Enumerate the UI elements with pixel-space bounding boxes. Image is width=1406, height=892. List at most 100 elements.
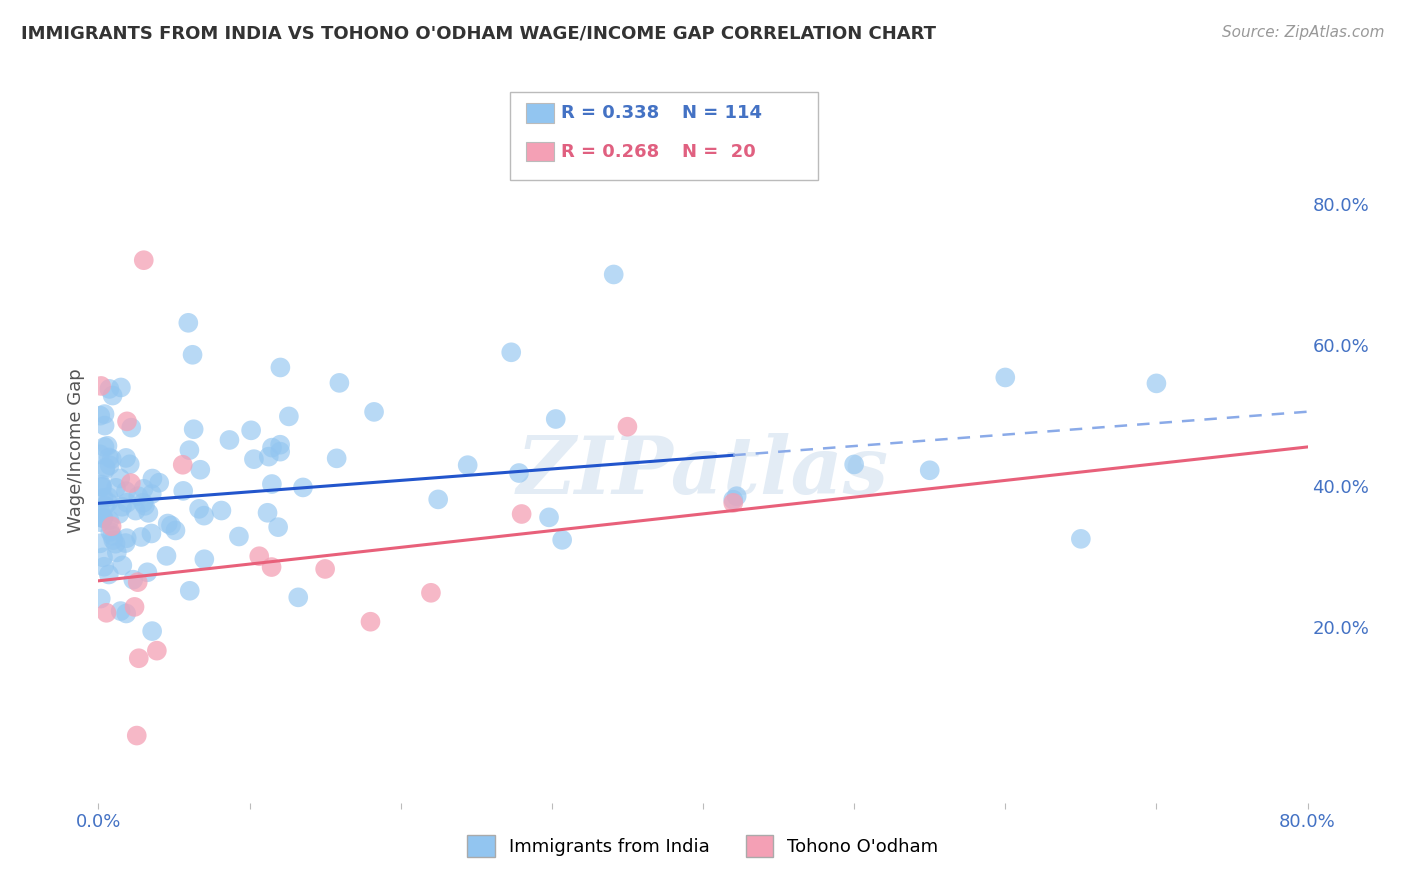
Point	[129, 530, 152, 544]
Point	[172, 458, 194, 472]
Point	[328, 376, 350, 390]
Point	[1144, 376, 1167, 391]
Point	[551, 533, 574, 547]
Text: R = 0.338: R = 0.338	[561, 104, 659, 122]
Point	[148, 475, 170, 490]
Point	[90, 477, 112, 491]
Text: ZIPatlas: ZIPatlas	[517, 433, 889, 510]
Point	[138, 506, 160, 520]
Point	[100, 451, 122, 466]
Point	[98, 382, 121, 396]
Point	[91, 550, 114, 565]
Point	[120, 420, 142, 434]
Legend: Immigrants from India, Tohono O'odham: Immigrants from India, Tohono O'odham	[460, 828, 946, 864]
Point	[260, 477, 283, 491]
Point	[115, 484, 138, 499]
Y-axis label: Wage/Income Gap: Wage/Income Gap	[66, 368, 84, 533]
Point	[132, 253, 155, 268]
Point	[510, 507, 533, 521]
Point	[291, 480, 314, 494]
Point	[277, 409, 299, 424]
Point	[602, 268, 624, 282]
Point	[100, 519, 122, 533]
Point	[155, 549, 177, 563]
Point	[108, 507, 131, 521]
Point	[141, 526, 163, 541]
Point	[537, 510, 560, 524]
Point	[325, 451, 347, 466]
Point	[93, 407, 115, 421]
Point	[104, 481, 127, 495]
Point	[994, 370, 1017, 384]
Point	[141, 471, 163, 485]
Point	[111, 500, 134, 514]
Point	[93, 559, 115, 574]
Point	[132, 496, 155, 510]
Text: Source: ZipAtlas.com: Source: ZipAtlas.com	[1222, 25, 1385, 40]
Point	[723, 496, 745, 510]
Point	[179, 583, 201, 598]
Point	[218, 433, 240, 447]
Point	[146, 643, 169, 657]
Point	[89, 536, 111, 550]
Point	[127, 575, 149, 590]
Point	[160, 518, 183, 533]
Point	[269, 360, 291, 375]
Point	[120, 476, 142, 491]
Point	[269, 438, 291, 452]
Point	[181, 348, 204, 362]
Point	[256, 506, 278, 520]
Point	[457, 458, 479, 472]
Point	[844, 458, 866, 472]
Point	[260, 560, 283, 574]
Point	[89, 515, 111, 529]
Point	[193, 552, 215, 566]
Point	[93, 440, 115, 454]
Point	[128, 651, 150, 665]
Point	[105, 545, 128, 559]
Point	[89, 447, 111, 461]
Text: N = 114: N = 114	[682, 104, 762, 122]
Point	[136, 566, 159, 580]
Point	[96, 439, 118, 453]
Point	[260, 441, 283, 455]
Point	[110, 380, 132, 394]
Point	[918, 463, 941, 477]
Point	[97, 495, 120, 509]
Point	[101, 388, 124, 402]
Point	[134, 499, 156, 513]
Point	[183, 422, 205, 436]
Point	[98, 513, 121, 527]
Point	[124, 599, 146, 614]
Point	[544, 412, 567, 426]
Point	[141, 624, 163, 639]
Point	[125, 729, 148, 743]
Point	[132, 482, 155, 496]
Point	[616, 419, 638, 434]
Point	[110, 471, 132, 485]
Point	[240, 423, 263, 437]
Point	[118, 457, 141, 471]
Text: IMMIGRANTS FROM INDIA VS TOHONO O'ODHAM WAGE/INCOME GAP CORRELATION CHART: IMMIGRANTS FROM INDIA VS TOHONO O'ODHAM …	[21, 25, 936, 43]
Point	[363, 405, 385, 419]
Point	[89, 505, 111, 519]
Point	[508, 466, 530, 480]
Point	[97, 450, 120, 465]
Point	[177, 316, 200, 330]
Point	[188, 501, 211, 516]
Point	[110, 604, 132, 618]
Point	[228, 529, 250, 543]
Point	[93, 418, 115, 433]
Point	[124, 503, 146, 517]
Point	[243, 452, 266, 467]
Point	[141, 487, 163, 501]
Point	[98, 458, 121, 473]
Point	[156, 516, 179, 531]
Point	[98, 524, 121, 539]
Point	[115, 607, 138, 621]
Point	[420, 586, 443, 600]
Point	[101, 529, 124, 543]
Point	[97, 567, 120, 582]
Point	[723, 492, 745, 507]
Point	[1070, 532, 1092, 546]
